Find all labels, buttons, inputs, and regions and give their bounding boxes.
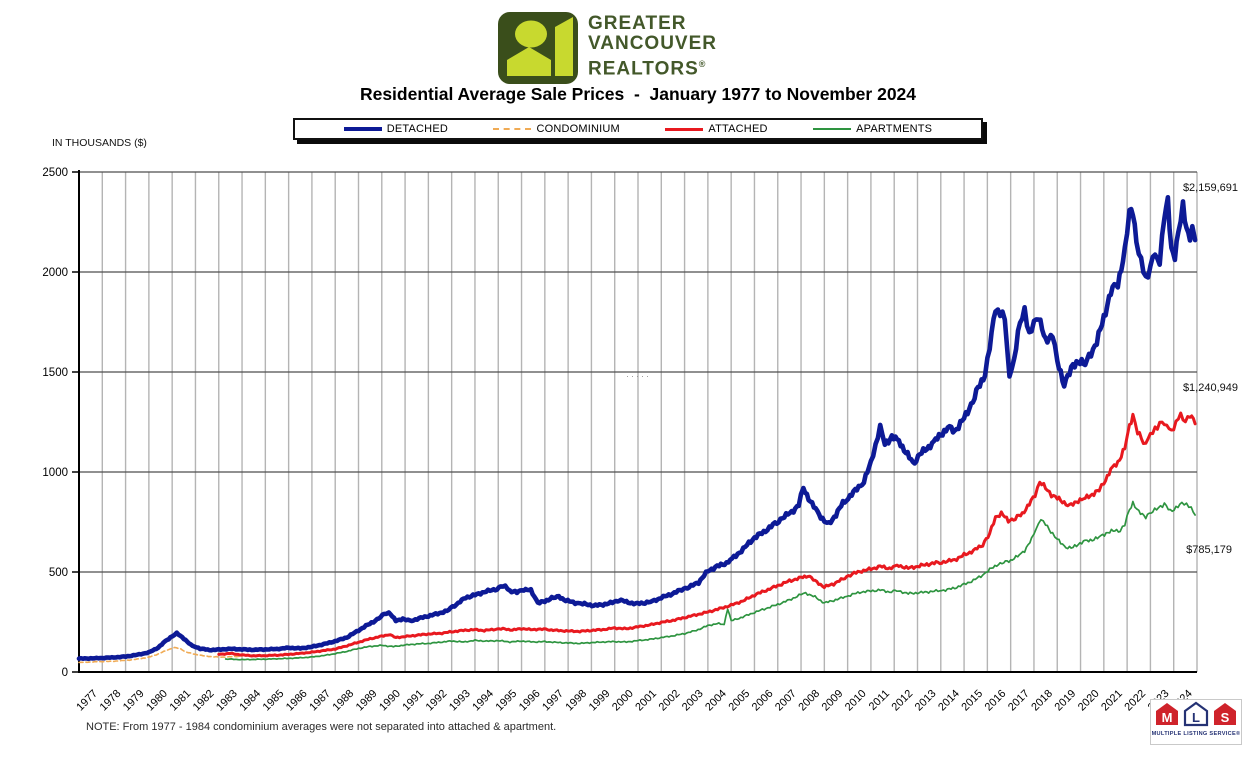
x-tick-label: 1979 (121, 688, 147, 714)
series-line-apartments (224, 500, 1196, 661)
x-tick-label: 2003 (680, 688, 706, 714)
x-tick-label: 2005 (726, 688, 752, 714)
x-tick-label: 1989 (354, 688, 380, 714)
series-line-attached (217, 411, 1197, 658)
x-tick-label: 1999 (587, 688, 613, 714)
legend-item-attached: ATTACHED (665, 123, 767, 135)
x-tick-label: 1991 (400, 688, 426, 714)
mls-logo-graphic: M L S MULTIPLE LISTING SERVICE® (1150, 699, 1242, 745)
x-tick-label: 1984 (237, 688, 263, 714)
series-line-detached (76, 195, 1198, 662)
x-tick-label: 1983 (214, 688, 240, 714)
x-tick-label: 1996 (517, 688, 543, 714)
x-tick-label: 2022 (1122, 688, 1148, 714)
legend-item-apartments: APARTMENTS (813, 123, 932, 135)
x-tick-label: 1995 (494, 688, 520, 714)
gvr-logo: GREATER VANCOUVER REALTORS® (495, 10, 915, 86)
x-tick-label: 1998 (563, 688, 589, 714)
legend-label-apartments: APARTMENTS (856, 123, 933, 135)
x-tick-label: 1994 (470, 688, 496, 714)
logo-line-vancouver: VANCOUVER (588, 33, 717, 54)
x-tick-label: 1977 (74, 688, 100, 714)
mls-letter-s: S (1221, 710, 1230, 725)
x-tick-label: 2018 (1029, 688, 1055, 714)
gvr-logo-wordmark: GREATER VANCOUVER REALTORS® (588, 14, 717, 79)
x-tick-label: 1982 (191, 688, 217, 714)
x-tick-label: 2001 (633, 688, 659, 714)
legend-label-detached: DETACHED (386, 123, 449, 135)
mls-house-s (1214, 703, 1236, 725)
chart-legend: DETACHED CONDOMINIUM ATTACHED APARTMENTS (293, 118, 983, 140)
attached-line-sample (665, 127, 704, 131)
x-tick-label: 1980 (144, 688, 170, 714)
y-tick-label: 1500 (42, 367, 68, 379)
logo-line-greater: GREATER (588, 13, 687, 34)
legend-item-detached: DETACHED (343, 123, 449, 135)
y-tick-label: 500 (49, 567, 68, 579)
x-tick-label: 2012 (890, 688, 916, 714)
mls-house-l (1183, 701, 1209, 727)
x-tick-label: 1990 (377, 688, 403, 714)
x-tick-label: 2011 (867, 688, 892, 713)
x-tick-label: 1993 (447, 688, 473, 714)
x-tick-label: 2014 (936, 688, 962, 714)
y-axis-units-label: IN THOUSANDS ($) (52, 137, 147, 149)
series-line-condominium (78, 646, 243, 664)
y-tick-label: 1000 (42, 467, 68, 479)
mls-caption: MULTIPLE LISTING SERVICE® (1152, 730, 1241, 737)
legend-label-condominium: CONDOMINIUM (536, 123, 620, 135)
x-tick-label: 2009 (820, 688, 846, 714)
apartments-line-sample (813, 128, 852, 130)
legend-label-attached: ATTACHED (708, 123, 768, 135)
x-tick-label: 2006 (750, 688, 776, 714)
annotation-detached-latest: $2,159,691 (1182, 182, 1238, 194)
x-tick-label: 1978 (98, 688, 124, 714)
x-tick-label: 2015 (959, 688, 985, 714)
x-tick-label: 2016 (983, 688, 1009, 714)
annotation-attached-latest: $1,240,949 (1182, 382, 1238, 394)
stray-dots-artifact: ····· (626, 371, 651, 381)
legend-item-condominium: CONDOMINIUM (493, 123, 620, 135)
x-tick-label: 2019 (1053, 688, 1079, 714)
x-tick-label: 2008 (796, 688, 822, 714)
x-tick-label: 1985 (261, 688, 287, 714)
x-tick-label: 1987 (307, 688, 333, 714)
mls-house-m (1156, 703, 1178, 725)
mls-logo: M L S MULTIPLE LISTING SERVICE® (1150, 699, 1242, 750)
gvr-logo-icon (498, 12, 578, 84)
detached-line-sample (343, 127, 382, 131)
x-tick-label: 2021 (1099, 688, 1125, 714)
page-title: Residential Average Sale Prices - Januar… (359, 84, 917, 104)
x-tick-label: 1988 (331, 688, 357, 714)
x-tick-label: 1986 (284, 688, 310, 714)
y-tick-label: 0 (62, 667, 68, 679)
condominium-line-sample (493, 128, 532, 130)
x-tick-label: 2004 (703, 688, 729, 714)
x-tick-label: 1981 (167, 688, 193, 714)
x-tick-label: 1992 (424, 688, 450, 714)
x-tick-label: 2013 (913, 688, 939, 714)
registered-mark: ® (698, 59, 706, 69)
x-tick-label: 1997 (540, 688, 566, 714)
x-tick-label: 2020 (1076, 688, 1102, 714)
y-tick-label: 2000 (42, 267, 68, 279)
logo-line-realtors: REALTORS® (588, 58, 706, 80)
y-tick-label: 2500 (42, 167, 68, 179)
footnote: NOTE: From 1977 - 1984 condominium avera… (86, 721, 557, 733)
x-tick-label: 2010 (843, 688, 869, 714)
x-tick-label: 2000 (610, 688, 636, 714)
mls-letter-l: L (1192, 710, 1200, 725)
mls-letter-m: M (1162, 710, 1173, 725)
annotation-apartments-latest: $785,179 (1186, 544, 1232, 556)
x-tick-label: 2002 (657, 688, 683, 714)
x-tick-label: 2007 (773, 688, 799, 714)
x-tick-label: 2017 (1006, 688, 1032, 714)
